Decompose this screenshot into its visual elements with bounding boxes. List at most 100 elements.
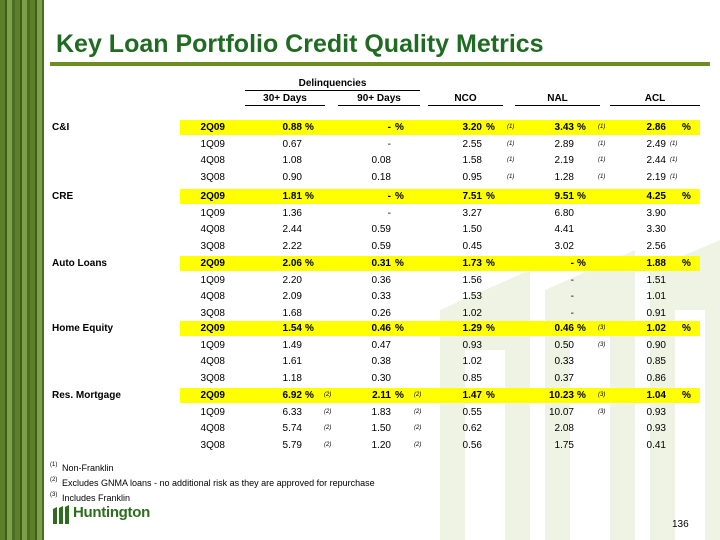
cell-d90: 0.33 [371,291,391,302]
cell-acl-unit: % [682,390,691,401]
quarter-label: 1Q09 [200,340,225,351]
cell-nal: 3.43 [554,122,574,133]
cell-d30: 2.22 [282,241,302,252]
header-rule-acl [610,105,700,106]
page-number: 136 [672,519,689,530]
cell-d90: 0.59 [371,224,391,235]
quarter-label: 4Q08 [200,423,225,434]
cell-nal: 2.08 [554,423,574,434]
cell-nal: 1.28 [554,172,574,183]
header-delinquencies-rule [245,90,420,91]
quarter-label: 3Q08 [200,241,225,252]
quarter-label: 1Q09 [200,208,225,219]
quarter-label: 2Q09 [200,191,225,202]
cell-acl: 1.02 [646,323,666,334]
cell-d30-unit: % [305,191,314,202]
logo-text: Huntington [73,504,150,521]
quarter-label: 1Q09 [200,139,225,150]
cell-acl: 2.44 [646,155,666,166]
cell-acl: 1.88 [646,258,666,269]
cell-acl-unit: % [682,122,691,133]
cell-d90: 0.26 [371,308,391,319]
cell-d90: 1.83 [371,407,391,418]
header-30-days: 30+ Days [263,93,307,104]
cell-d30: 0.90 [282,172,302,183]
quarter-label: 2Q09 [200,323,225,334]
section-label: Auto Loans [52,258,107,269]
cell-d30: 1.81 [282,191,302,202]
cell-nco: 1.47 [462,390,482,401]
cell-nco: 1.02 [462,308,482,319]
cell-nal-footnote: (3) [598,392,606,398]
cell-nal: 10.23 [548,390,574,401]
cell-nal-footnote: (1) [598,157,606,163]
quarter-label: 4Q08 [200,224,225,235]
header-90-days: 90+ Days [357,93,401,104]
quarter-label: 1Q09 [200,275,225,286]
cell-nal: 1.75 [554,440,574,451]
cell-nco: 3.27 [462,208,482,219]
cell-acl: 0.91 [646,308,666,319]
cell-d90: - [387,122,391,133]
cell-d90-unit: % [395,258,404,269]
footnote-text: Includes Franklin [62,493,131,503]
cell-d90: 0.47 [371,340,391,351]
cell-nal-unit: % [577,191,586,202]
cell-d90: 0.30 [371,373,391,384]
cell-acl: 0.85 [646,356,666,367]
cell-d30: 2.44 [282,224,302,235]
cell-d30: 0.88 [282,122,302,133]
cell-nco-footnote: (1) [507,124,515,130]
header-delinquencies: Delinquencies [298,78,367,89]
cell-nal: 0.46 [554,323,574,334]
cell-d90: - [387,208,391,219]
header-nal: NAL [547,93,568,104]
cell-nco-unit: % [486,390,495,401]
cell-d90: 0.59 [371,241,391,252]
footnote-mark: (1) [50,462,58,468]
cell-acl: 1.04 [646,390,666,401]
cell-nco: 0.85 [462,373,482,384]
quarter-label: 3Q08 [200,172,225,183]
cell-d90: 0.36 [371,275,391,286]
cell-d30-unit: % [305,390,314,401]
cell-nco: 2.55 [462,139,482,150]
cell-nal: 0.33 [554,356,574,367]
cell-nco: 1.56 [462,275,482,286]
cell-acl-unit: % [682,323,691,334]
cell-d90: 2.11 [372,390,391,401]
cell-nal-footnote: (3) [598,325,606,331]
cell-d90: - [387,191,391,202]
cell-nal-unit: % [577,258,586,269]
cell-nco: 1.02 [462,356,482,367]
cell-d30-footnote: (2) [324,425,332,431]
cell-nco: 7.51 [462,191,482,202]
sidebar-stripes [0,0,44,540]
cell-nco: 0.93 [462,340,482,351]
cell-nal-unit: % [577,323,586,334]
cell-nco: 0.95 [462,172,482,183]
cell-nco: 1.53 [462,291,482,302]
highlight-row-band [180,321,700,336]
header-acl: ACL [644,93,666,104]
cell-d30: 0.67 [282,139,302,150]
cell-nco: 3.20 [462,122,482,133]
cell-d30-unit: % [305,258,314,269]
cell-nal-unit: % [577,122,586,133]
cell-acl: 2.56 [646,241,666,252]
quarter-label: 1Q09 [200,407,225,418]
cell-nco: 0.56 [462,440,482,451]
cell-d90-unit: % [395,323,404,334]
cell-d30: 2.20 [282,275,302,286]
cell-nco-footnote: (1) [507,174,515,180]
footnote-text: Excludes GNMA loans - no additional risk… [62,478,375,488]
highlight-row-band [180,189,700,204]
cell-acl: 3.90 [646,208,666,219]
cell-nco: 0.55 [462,407,482,418]
page-title: Key Loan Portfolio Credit Quality Metric… [56,30,544,58]
quarter-label: 3Q08 [200,308,225,319]
quarter-label: 2Q09 [200,258,225,269]
cell-acl: 2.49 [646,139,666,150]
cell-d90-unit: % [395,122,404,133]
footnote-mark: (2) [50,477,58,483]
